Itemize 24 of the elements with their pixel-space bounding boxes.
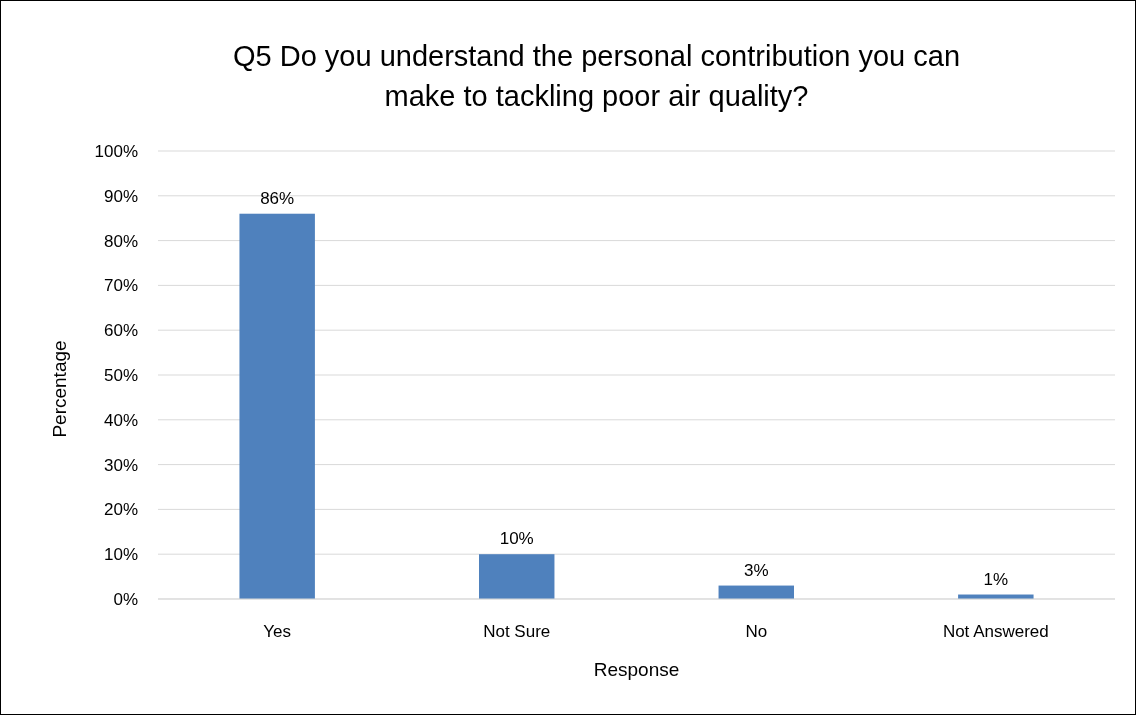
x-axis-title: Response — [593, 659, 680, 680]
data-label: 10% — [499, 529, 534, 549]
y-tick-label: 70% — [103, 276, 138, 296]
y-tick-label: 80% — [103, 231, 138, 251]
y-tick-label: 0% — [113, 589, 138, 609]
y-tick-label: 100% — [94, 141, 138, 161]
data-label: 3% — [743, 560, 769, 580]
y-tick-label: 10% — [103, 545, 138, 565]
y-tick-label: 30% — [103, 455, 138, 475]
y-tick-label: 20% — [103, 500, 138, 520]
y-tick-label: 40% — [103, 410, 138, 430]
data-label: 86% — [260, 188, 295, 208]
y-tick-label: 90% — [103, 186, 138, 206]
x-tick-label: Not Answered — [942, 622, 1049, 641]
y-tick-label: 60% — [103, 321, 138, 341]
x-tick-label: Yes — [263, 622, 292, 641]
x-tick-label: Not Sure — [483, 622, 551, 641]
y-tick-label: 50% — [103, 365, 138, 385]
chart-title: Q5 Do you understand the personal contribution you can make to tackling poor air quality? — [232, 40, 961, 112]
data-label: 1% — [983, 569, 1009, 589]
bar — [239, 213, 315, 599]
x-tick-label: No — [745, 622, 768, 641]
bar — [479, 554, 555, 599]
y-axis-title: Percentage — [49, 340, 70, 438]
